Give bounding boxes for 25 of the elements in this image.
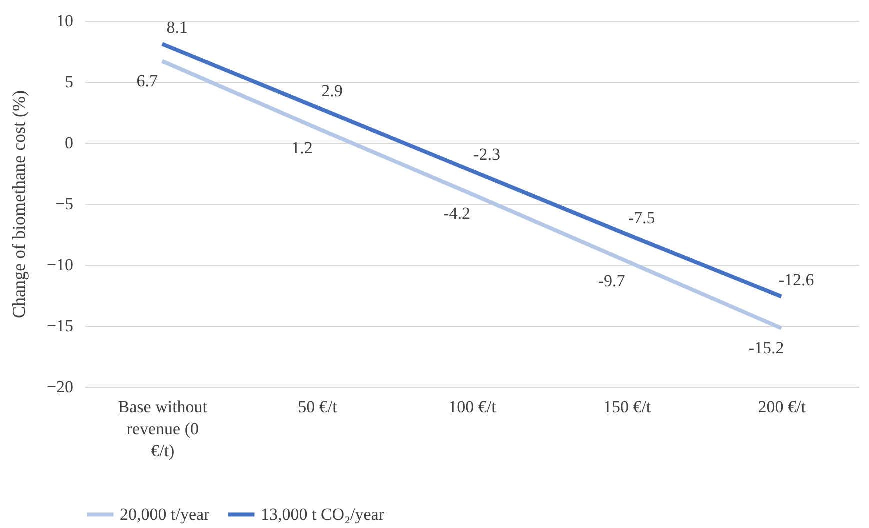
- y-tick-label: 5: [65, 72, 74, 92]
- legend-label: 13,000 t CO₂/year: [261, 504, 385, 524]
- y-tick-label: −15: [46, 316, 74, 336]
- data-label: -2.3: [474, 145, 500, 164]
- data-label: -9.7: [598, 271, 626, 290]
- y-tick-label: 0: [65, 134, 74, 152]
- x-tick-label: 100 €/t: [448, 398, 497, 416]
- data-label: -15.2: [748, 338, 784, 358]
- x-tick-label: 50 €/t: [298, 398, 338, 416]
- y-tick-label: −5: [55, 194, 74, 214]
- data-label: 1.2: [292, 138, 313, 158]
- x-tick-label: Base without revenue (0 €/t): [118, 398, 208, 460]
- data-label: -12.6: [778, 270, 814, 290]
- x-tick-label: 150 €/t: [603, 398, 652, 416]
- x-tick-label: 200 €/t: [758, 398, 806, 416]
- y-tick-label: −20: [46, 378, 74, 396]
- data-label: 2.9: [322, 82, 343, 101]
- y-tick-label: 10: [56, 12, 74, 30]
- y-axis-title: Change of biomethane cost (%): [8, 90, 29, 318]
- y-tick-label: −10: [46, 256, 74, 274]
- data-label: -7.5: [628, 208, 656, 228]
- data-label: 8.1: [166, 18, 188, 38]
- data-label: 6.7: [136, 71, 159, 90]
- legend-label: 20,000 t/year: [120, 504, 210, 524]
- data-label: -4.2: [444, 204, 470, 224]
